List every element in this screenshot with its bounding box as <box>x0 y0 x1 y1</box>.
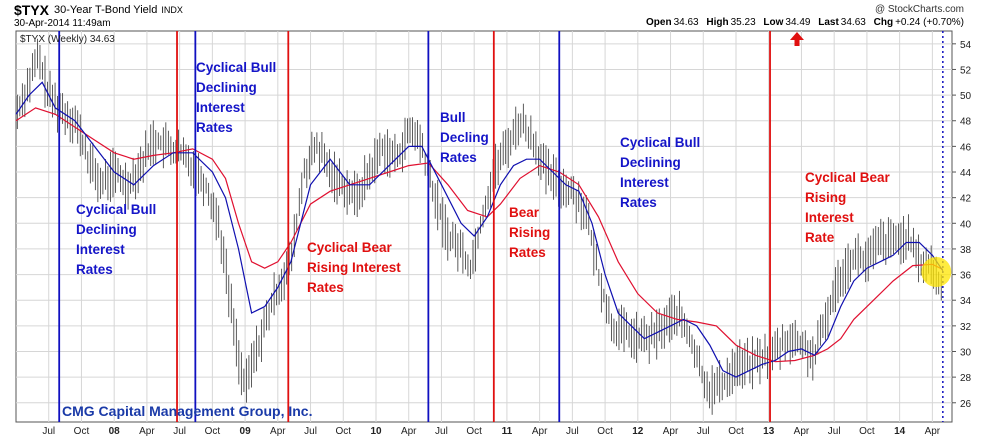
y-tick-label: 46 <box>960 142 972 153</box>
annotation-2: Cyclical Bull Declining Interest Rates <box>196 60 277 135</box>
x-tick-label: Oct <box>74 426 90 437</box>
description: 30-Year T-Bond Yield INDX <box>54 4 183 16</box>
y-tick-label: 32 <box>960 322 972 333</box>
last-label: Last <box>818 17 839 28</box>
x-tick-label: Oct <box>728 426 744 437</box>
series-legend: $TYX (Weekly) 34.63 <box>20 34 115 45</box>
x-tick-label: Apr <box>532 426 548 437</box>
x-tick-label: Apr <box>139 426 155 437</box>
symbol: $TYX <box>14 2 50 18</box>
chart-header: $TYX 30-Year T-Bond Yield INDX 30-Apr-201… <box>0 0 990 30</box>
y-tick-label: 52 <box>960 65 972 76</box>
fast-moving-average <box>15 81 944 378</box>
open-label: Open <box>646 17 672 28</box>
x-tick-label: Oct <box>205 426 221 437</box>
y-tick-label: 48 <box>960 117 972 128</box>
annotation-5: Bear Rising Rates <box>509 205 551 260</box>
quote-values: Open 34.63 High 35.23 Low 34.49 Last 34.63 C… <box>641 17 964 28</box>
x-tick-label: 08 <box>109 426 121 437</box>
x-tick-label: Jul <box>304 426 317 437</box>
y-tick-label: 50 <box>960 91 972 102</box>
low-label: Low <box>763 17 784 28</box>
x-tick-label: 10 <box>370 426 382 437</box>
y-tick-label: 38 <box>960 245 972 256</box>
annotation-1: Cyclical Bull Declining Interest Rates <box>76 202 157 277</box>
chg-value: +0.24 (+0.70%) <box>895 17 964 28</box>
slow-moving-average <box>15 107 944 363</box>
x-tick-label: Jul <box>435 426 448 437</box>
x-tick-label: Oct <box>859 426 875 437</box>
x-tick-label: 09 <box>240 426 252 437</box>
description-text: 30-Year T-Bond Yield <box>54 4 158 16</box>
x-tick-label: Jul <box>828 426 841 437</box>
x-tick-label: Oct <box>597 426 613 437</box>
y-tick-label: 28 <box>960 373 972 384</box>
x-tick-label: Apr <box>270 426 286 437</box>
company-watermark: CMG Capital Management Group, Inc. <box>62 403 313 419</box>
last-value: 34.63 <box>840 17 866 28</box>
up-arrow-icon <box>790 32 804 46</box>
y-tick-label: 26 <box>960 399 972 410</box>
x-tick-label: 12 <box>632 426 644 437</box>
x-tick-label: Jul <box>42 426 55 437</box>
annotation-3: Cyclical Bear Rising Interest Rates <box>307 240 401 295</box>
x-tick-label: Apr <box>925 426 941 437</box>
high-label: High <box>706 17 729 28</box>
y-tick-label: 44 <box>960 168 972 179</box>
annotation-7: Cyclical Bear Rising Interest Rate <box>805 170 890 245</box>
x-tick-label: 13 <box>763 426 775 437</box>
y-tick-label: 42 <box>960 194 972 205</box>
y-tick-label: 34 <box>960 296 972 307</box>
x-tick-label: Oct <box>466 426 482 437</box>
annotation-4: Bull Decling Rates <box>440 110 489 165</box>
chg-label: Chg <box>873 17 894 28</box>
y-tick-label: 40 <box>960 219 972 230</box>
plot-area <box>15 30 953 423</box>
x-tick-label: Jul <box>566 426 579 437</box>
y-tick-label: 54 <box>960 40 972 51</box>
x-tick-label: Jul <box>173 426 186 437</box>
x-tick-label: 11 <box>502 426 513 437</box>
latest-highlight <box>921 257 952 288</box>
quote-date: 30-Apr-2014 11:49am <box>14 18 111 29</box>
annotation-6: Cyclical Bull Declining Interest Rates <box>620 135 701 210</box>
high-value: 35.23 <box>730 17 756 28</box>
open-value: 34.63 <box>673 17 699 28</box>
x-tick-label: Oct <box>335 426 351 437</box>
y-tick-label: 30 <box>960 347 972 358</box>
x-tick-label: Apr <box>794 426 810 437</box>
x-tick-label: Apr <box>663 426 679 437</box>
exchange: INDX <box>161 5 183 15</box>
x-tick-label: Apr <box>401 426 417 437</box>
x-tick-label: 14 <box>894 426 906 437</box>
credit: @ StockCharts.com <box>874 4 964 15</box>
y-tick-label: 36 <box>960 271 972 282</box>
low-value: 34.49 <box>785 17 811 28</box>
x-tick-label: Jul <box>697 426 710 437</box>
